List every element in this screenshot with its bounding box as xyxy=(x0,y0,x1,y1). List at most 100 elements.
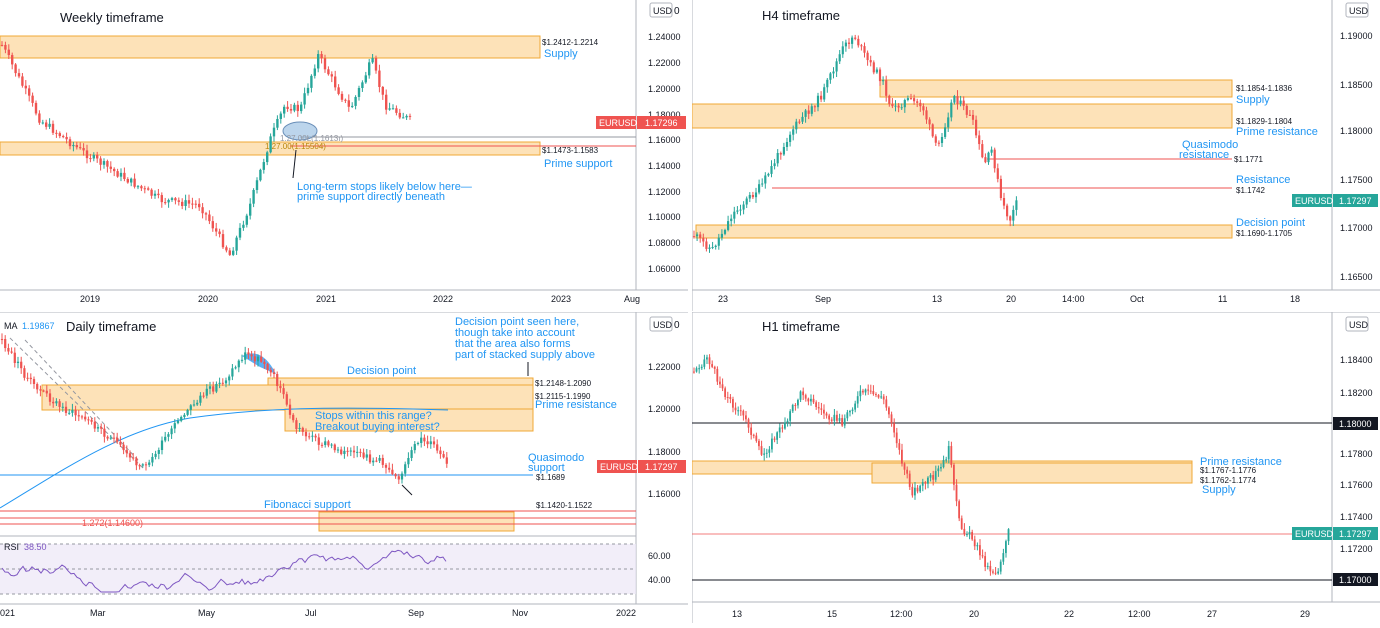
candle-body xyxy=(167,199,170,203)
candle-body xyxy=(170,428,173,435)
candle-body xyxy=(696,234,699,237)
candle-body xyxy=(820,408,823,410)
candle-body xyxy=(786,420,789,423)
candle-body xyxy=(792,129,795,135)
daily-chart-panel[interactable]: MA 1.19867 Daily timeframe USD 0 Decisio… xyxy=(0,311,688,623)
symbol-tag: EURUSD xyxy=(600,462,639,472)
pointer-arrow xyxy=(401,484,413,496)
x-axis: 13 15 12:00 20 22 12:00 27 29 xyxy=(732,609,1310,619)
candle-body xyxy=(343,450,346,454)
candle-body xyxy=(4,44,7,50)
candle-body xyxy=(198,203,201,208)
candle-body xyxy=(391,108,395,110)
candle-body xyxy=(132,457,135,459)
currency-button[interactable] xyxy=(649,316,673,332)
axis-tick: 1.20000 xyxy=(648,84,681,94)
candle-body xyxy=(989,565,992,572)
candle-body xyxy=(882,80,885,82)
axis-tick: 1.18400 xyxy=(1340,355,1373,365)
candle-body xyxy=(823,87,826,100)
candle-body xyxy=(959,100,962,104)
candle-body xyxy=(916,487,919,492)
candle-body xyxy=(218,382,221,384)
candle-body xyxy=(196,402,199,405)
candle-body xyxy=(372,460,375,463)
candle-body xyxy=(61,406,64,408)
currency-button[interactable] xyxy=(649,2,673,18)
candle-body xyxy=(940,467,942,469)
candle-body xyxy=(74,409,77,416)
candle-body xyxy=(79,147,82,149)
candle-body xyxy=(330,74,333,77)
candle-body xyxy=(286,106,289,109)
candle-body xyxy=(713,366,716,369)
currency-button[interactable] xyxy=(1345,2,1369,18)
candle-body xyxy=(999,178,1002,199)
candle-body xyxy=(14,64,17,74)
candle-body xyxy=(7,348,10,352)
candle-body xyxy=(116,437,119,442)
axis-tick: 1.17000 xyxy=(1340,223,1373,233)
candle-body xyxy=(968,114,971,116)
prime-resistance-label: Prime resistance xyxy=(1236,126,1318,138)
candle-body xyxy=(776,153,779,164)
prime-resistance-zone[interactable] xyxy=(691,103,1233,129)
candle-body xyxy=(862,390,864,393)
weekly-chart-panel[interactable]: Weekly timeframe USD 0 $1.2412-1.2214 Su… xyxy=(0,0,688,311)
candle-body xyxy=(45,122,48,127)
axis-tick: Mar xyxy=(90,608,106,618)
candle-body xyxy=(58,401,61,407)
candle-body xyxy=(87,419,90,421)
candle-body xyxy=(211,221,214,229)
candle-body xyxy=(183,414,186,417)
axis-tick: 2019 xyxy=(80,294,100,304)
candle-body xyxy=(711,247,714,249)
candle-body xyxy=(950,102,953,118)
candle-body xyxy=(29,377,32,380)
fib-extension-label: 1.272(1.14600) xyxy=(82,518,143,528)
candle-body xyxy=(826,79,829,88)
candle-body xyxy=(330,444,333,446)
supply-zone[interactable] xyxy=(871,462,1193,484)
candle-body xyxy=(346,450,349,452)
candle-body xyxy=(262,162,265,170)
candle-body xyxy=(965,105,968,115)
candle-body xyxy=(953,96,956,103)
candle-body xyxy=(420,437,423,444)
candle-body xyxy=(804,110,807,117)
axis-tick: 1.19000 xyxy=(1340,31,1373,41)
candle-body xyxy=(1002,553,1005,562)
candle-body xyxy=(919,102,922,107)
candle-body xyxy=(364,75,367,83)
supply-zone[interactable] xyxy=(0,35,541,59)
candle-body xyxy=(253,356,256,362)
candle-body xyxy=(205,388,208,396)
axis-tick: 20 xyxy=(969,609,979,619)
h1-chart-panel[interactable]: H1 timeframe USD Prime resistance $1.176… xyxy=(691,311,1380,623)
h4-chart-panel[interactable]: H4 timeframe USD $1.1854-1.1836 Supply $… xyxy=(691,0,1380,311)
candle-body xyxy=(157,193,160,196)
level-tag xyxy=(1333,417,1378,430)
fibonacci-support-zone[interactable] xyxy=(318,511,515,532)
candle-body xyxy=(755,435,758,441)
candle-body xyxy=(708,247,711,249)
candle-body xyxy=(752,434,755,436)
decision-point-zone[interactable] xyxy=(695,224,1233,239)
candle-body xyxy=(1009,216,1012,221)
candle-body xyxy=(10,351,13,353)
candle-body xyxy=(748,194,751,199)
prime-resistance-range: $1.1829-1.1804 xyxy=(1236,117,1293,126)
x-axis: 23 Sep 13 20 14:00 Oct 11 18 xyxy=(718,294,1300,304)
candle-body xyxy=(408,115,412,117)
candle-body xyxy=(298,427,301,430)
currency-button[interactable] xyxy=(1345,316,1369,332)
supply-zone[interactable] xyxy=(879,79,1233,98)
candle-body xyxy=(846,412,849,419)
candle-body xyxy=(872,62,875,73)
note-text: Decision point seen here, xyxy=(455,316,579,328)
candle-body xyxy=(55,132,58,134)
candle-body xyxy=(966,534,968,536)
candle-body xyxy=(221,382,224,384)
fibonacci-range: $1.1420-1.1522 xyxy=(536,501,593,510)
candle-body xyxy=(785,141,789,148)
